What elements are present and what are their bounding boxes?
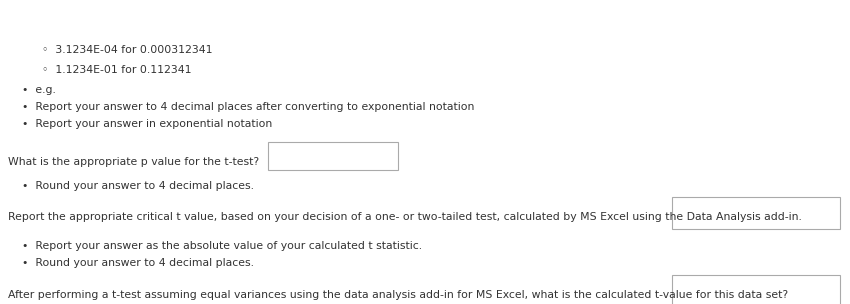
Text: ◦  1.1234E-01 for 0.112341: ◦ 1.1234E-01 for 0.112341	[42, 65, 191, 75]
Text: •  Report your answer to 4 decimal places after converting to exponential notati: • Report your answer to 4 decimal places…	[22, 102, 474, 112]
Bar	[672, 197, 840, 229]
Text: •  Round your answer to 4 decimal places.: • Round your answer to 4 decimal places.	[22, 258, 254, 268]
Text: What is the appropriate p value for the t-test?: What is the appropriate p value for the …	[8, 157, 259, 167]
Bar	[268, 142, 398, 170]
Text: •  e.g.: • e.g.	[22, 85, 56, 95]
Text: After performing a t-test assuming equal variances using the data analysis add-i: After performing a t-test assuming equal…	[8, 290, 788, 300]
Text: ◦  3.1234E-04 for 0.000312341: ◦ 3.1234E-04 for 0.000312341	[42, 45, 213, 55]
Bar	[672, 275, 840, 304]
Text: •  Round your answer to 4 decimal places.: • Round your answer to 4 decimal places.	[22, 181, 254, 191]
Text: •  Report your answer in exponential notation: • Report your answer in exponential nota…	[22, 119, 272, 129]
Text: •  Report your answer as the absolute value of your calculated t statistic.: • Report your answer as the absolute val…	[22, 241, 422, 251]
Text: Report the appropriate critical t value, based on your decision of a one- or two: Report the appropriate critical t value,…	[8, 212, 802, 222]
